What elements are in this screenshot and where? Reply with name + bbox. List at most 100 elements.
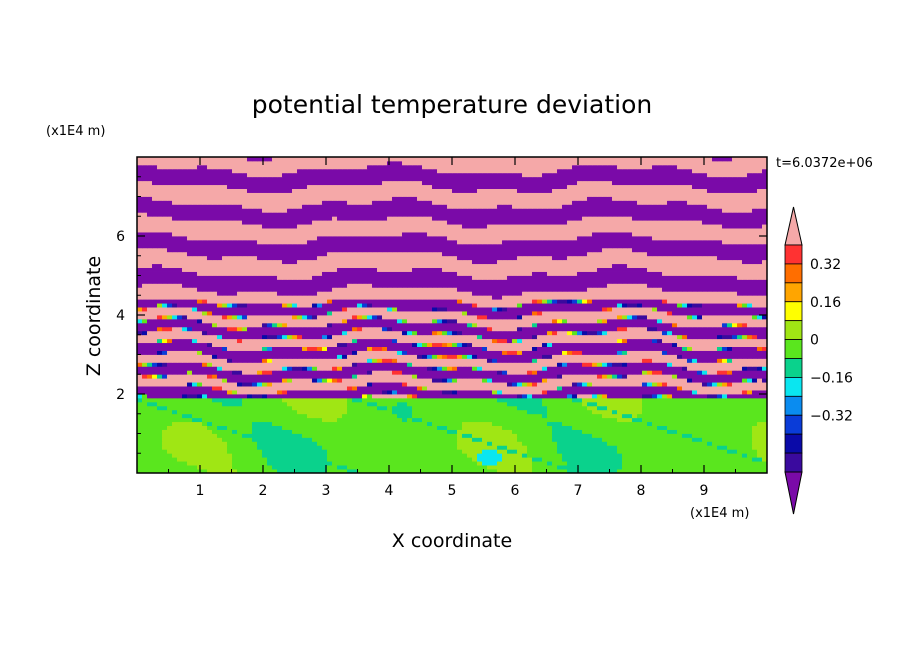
field-cell (607, 461, 613, 466)
field-cell (532, 322, 538, 328)
field-cell (302, 330, 308, 336)
field-cell (617, 374, 623, 379)
field-cell (717, 441, 723, 446)
field-cell (542, 425, 548, 430)
field-cell (432, 326, 438, 332)
field-cell (247, 453, 253, 458)
field-cell (532, 338, 538, 344)
field-cell (252, 362, 258, 367)
field-cell (252, 322, 258, 328)
field-cell (217, 417, 223, 423)
field-cell (437, 350, 443, 355)
field-cell (237, 342, 243, 347)
field-cell (192, 362, 198, 367)
field-cell (172, 374, 178, 379)
field-cell (642, 334, 648, 340)
field-cell (577, 465, 583, 470)
field-cell (702, 362, 708, 367)
field-cell (292, 445, 298, 450)
field-cell (412, 453, 418, 458)
field-cell (437, 330, 443, 336)
field-cell (402, 401, 408, 407)
field-cell (432, 469, 438, 473)
field-cell (652, 366, 658, 371)
field-cell (707, 326, 713, 332)
field-cell (592, 441, 598, 446)
field-cell (292, 394, 298, 399)
field-cell (427, 362, 433, 367)
field-cell (497, 461, 503, 466)
field-cell (287, 390, 293, 395)
field-cell (652, 390, 658, 395)
field-cell (272, 425, 278, 430)
field-cell (487, 421, 493, 426)
field-cell (472, 409, 478, 415)
field-cell (382, 358, 388, 363)
field-cell (627, 449, 633, 454)
field-cell (612, 465, 618, 470)
field-cell (202, 449, 208, 454)
field-cell (682, 453, 688, 458)
field-cell (487, 382, 493, 387)
field-cell (137, 433, 143, 438)
field-cell (217, 425, 223, 430)
field-cell (687, 326, 693, 332)
field-cell (732, 397, 738, 403)
field-cell (502, 405, 508, 411)
field-cell (467, 421, 473, 426)
field-cell (567, 338, 573, 344)
field-cell (477, 315, 483, 320)
field-cell (632, 346, 638, 351)
field-cell (727, 342, 733, 347)
field-cell (242, 433, 248, 438)
field-cell (372, 318, 378, 324)
field-cell (717, 366, 723, 371)
field-cell (617, 342, 623, 347)
field-cell (267, 394, 273, 399)
field-cell (427, 338, 433, 344)
field-cell (167, 358, 173, 363)
field-cell (572, 397, 578, 403)
field-cell (327, 378, 333, 383)
field-cell (742, 318, 748, 324)
field-cell (592, 421, 598, 426)
field-cell (217, 421, 223, 426)
field-cell (302, 445, 308, 450)
field-cell (647, 425, 653, 430)
field-cell (737, 390, 743, 395)
field-cell (747, 350, 753, 355)
field-cell (512, 401, 518, 407)
field-cell (727, 421, 733, 426)
field-cell (562, 421, 568, 426)
field-cell (192, 453, 198, 458)
field-cell (477, 405, 483, 411)
field-cell (647, 401, 653, 407)
field-cell (342, 366, 348, 371)
field-cell (592, 382, 598, 387)
field-cell (587, 326, 593, 332)
field-cell (507, 413, 513, 419)
field-cell (747, 390, 753, 395)
field-cell (477, 429, 483, 434)
field-cell (597, 342, 603, 347)
field-cell (232, 334, 238, 340)
field-cell (297, 346, 303, 351)
field-cell (737, 437, 743, 442)
field-cell (377, 465, 383, 470)
field-cell (697, 358, 703, 363)
field-cell (607, 350, 613, 355)
field-cell (577, 453, 583, 458)
field-cell (332, 417, 338, 423)
field-cell (467, 358, 473, 363)
field-cell (617, 405, 623, 411)
field-cell (512, 417, 518, 423)
field-cell (742, 401, 748, 407)
field-cell (487, 378, 493, 383)
field-cell (322, 417, 328, 423)
field-cell (717, 394, 723, 399)
field-cell (562, 326, 568, 332)
field-cell (167, 390, 173, 395)
field-cell (727, 382, 733, 387)
field-cell (462, 469, 468, 473)
field-cell (342, 417, 348, 423)
